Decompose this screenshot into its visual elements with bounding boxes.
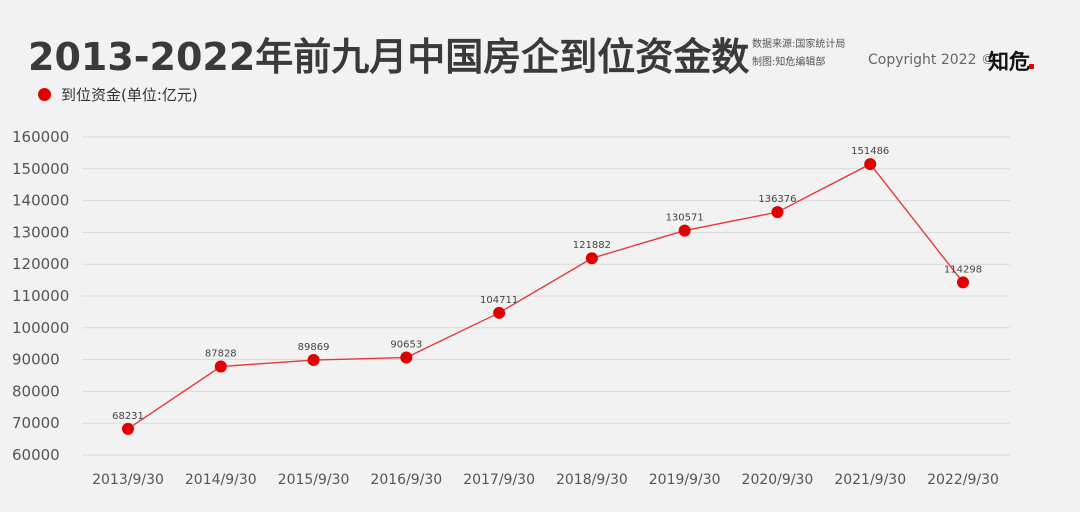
chart-maker: 制图:知危编辑部 (752, 57, 826, 68)
y-tick-label: 110000 (12, 287, 69, 305)
data-label: 68231 (112, 411, 144, 422)
data-point (307, 354, 320, 367)
data-label: 121882 (573, 240, 611, 251)
chart-title: 2013-2022年前九月中国房企到位资金数 (28, 35, 750, 79)
x-tick-label: 2014/9/30 (185, 472, 257, 488)
data-label: 89869 (298, 342, 330, 353)
y-tick-label: 100000 (12, 319, 69, 337)
data-label: 130571 (666, 213, 704, 224)
brand-logo: 知危 (988, 50, 1030, 74)
y-tick-label: 160000 (12, 128, 69, 146)
x-tick-label: 2020/9/30 (742, 472, 814, 488)
y-tick-label: 120000 (12, 255, 69, 273)
data-point (585, 252, 598, 265)
data-label: 87828 (205, 349, 237, 360)
data-point (122, 422, 134, 435)
y-tick-label: 60000 (12, 446, 60, 464)
data-label: 90653 (390, 340, 422, 351)
data-point (214, 360, 227, 373)
x-tick-label: 2022/9/30 (927, 472, 999, 488)
legend-label: 到位资金(单位:亿元) (61, 86, 198, 104)
data-label: 151486 (851, 146, 889, 157)
copyright: Copyright 2022 © (868, 52, 995, 68)
y-tick-label: 80000 (12, 382, 60, 400)
data-point (400, 351, 413, 364)
x-tick-label: 2018/9/30 (556, 472, 628, 488)
y-tick-label: 130000 (12, 223, 69, 241)
legend-marker (38, 88, 51, 101)
y-tick-label: 70000 (12, 414, 60, 432)
x-tick-label: 2013/9/30 (92, 472, 164, 488)
x-tick-label: 2017/9/30 (463, 472, 535, 488)
data-point (493, 306, 506, 319)
legend: 到位资金(单位:亿元) (38, 84, 198, 105)
x-tick-label: 2015/9/30 (278, 472, 350, 488)
series-line (127, 163, 964, 430)
brand-logo-dot (1029, 64, 1034, 69)
y-tick-label: 140000 (12, 192, 69, 210)
data-point (771, 206, 784, 219)
source-note: 数据来源:国家统计局 制图:知危编辑部 (752, 36, 845, 72)
data-point (678, 224, 691, 237)
data-label: 114298 (944, 264, 982, 275)
data-point (864, 158, 877, 171)
data-label: 104711 (480, 295, 518, 306)
data-label: 136376 (758, 194, 796, 205)
y-tick-label: 150000 (12, 160, 69, 178)
data-source: 数据来源:国家统计局 (752, 39, 846, 50)
x-tick-label: 2016/9/30 (370, 472, 442, 488)
x-tick-label: 2021/9/30 (834, 472, 906, 488)
x-tick-label: 2019/9/30 (649, 472, 721, 488)
data-point (957, 276, 969, 289)
y-tick-label: 90000 (12, 351, 60, 369)
